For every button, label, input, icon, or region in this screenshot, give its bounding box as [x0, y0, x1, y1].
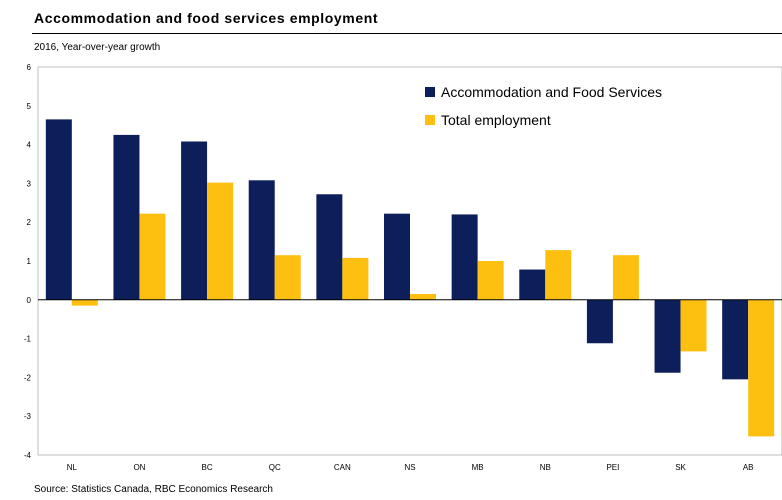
- bar-sk-series-1: [654, 299, 681, 373]
- bar-nl-series-1: [45, 119, 72, 300]
- title-rule: [32, 33, 782, 34]
- bar-pei-series-1: [586, 299, 613, 344]
- y-tick-label: -2: [24, 373, 32, 382]
- bar-ab-series-1: [722, 299, 749, 380]
- bar-ab-series-2: [748, 299, 775, 437]
- y-tick-label: 6: [27, 63, 32, 72]
- x-tick-label: NB: [540, 463, 551, 472]
- y-tick-label: 2: [27, 218, 32, 227]
- bar-pei-series-2: [612, 255, 639, 300]
- bar-series: [45, 119, 775, 437]
- y-tick-label: -1: [24, 335, 32, 344]
- x-tick-label: SK: [675, 463, 686, 472]
- y-tick-label: 5: [27, 102, 32, 111]
- legend-label: Accommodation and Food Services: [441, 84, 662, 100]
- legend-label: Total employment: [441, 112, 551, 128]
- bar-nb-series-2: [545, 250, 572, 300]
- y-tick-label: -3: [24, 412, 32, 421]
- x-tick-label: CAN: [334, 463, 351, 472]
- bar-nb-series-1: [519, 269, 546, 300]
- x-axis: NL ON BC QC CAN NS MB NB PEI SK AB: [67, 463, 754, 472]
- x-tick-label: MB: [472, 463, 484, 472]
- bar-on-series-2: [139, 213, 166, 300]
- bar-sk-series-2: [680, 299, 707, 352]
- x-tick-label: NL: [67, 463, 78, 472]
- legend-swatch: [425, 87, 435, 97]
- legend: Accommodation and Food Services Total emp…: [425, 84, 662, 128]
- chart-source: Source: Statistics Canada, RBC Economics…: [34, 484, 273, 495]
- x-tick-label: NS: [404, 463, 415, 472]
- bar-bc-series-2: [207, 182, 234, 300]
- x-tick-label: BC: [202, 463, 213, 472]
- y-tick-label: 0: [27, 296, 32, 305]
- bar-bc-series-1: [181, 141, 208, 300]
- chart-subtitle: 2016, Year-over-year growth: [34, 42, 161, 53]
- y-tick-label: -4: [24, 451, 32, 460]
- x-tick-label: ON: [133, 463, 145, 472]
- plot-area: [37, 66, 782, 456]
- x-tick-label: AB: [743, 463, 754, 472]
- bar-on-series-1: [113, 134, 140, 300]
- y-tick-label: 4: [27, 141, 32, 150]
- x-tick-label: PEI: [606, 463, 619, 472]
- bar-can-series-1: [316, 194, 343, 300]
- y-tick-label: 1: [27, 257, 32, 266]
- legend-swatch: [425, 115, 435, 125]
- chart-title: Accommodation and food services employme…: [34, 10, 379, 26]
- bar-qc-series-2: [274, 255, 301, 300]
- x-tick-label: QC: [269, 463, 281, 472]
- y-axis: -4 -3 -2 -1 0 1 2 3 4 5 6: [24, 63, 32, 460]
- bar-mb-series-1: [451, 214, 478, 300]
- y-tick-label: 3: [27, 179, 32, 188]
- bar-mb-series-2: [477, 261, 504, 300]
- bar-ns-series-1: [384, 213, 410, 300]
- bar-ns-series-2: [410, 293, 436, 300]
- bar-can-series-2: [342, 257, 369, 300]
- bar-qc-series-1: [248, 180, 275, 300]
- bar-nl-series-2: [71, 299, 98, 306]
